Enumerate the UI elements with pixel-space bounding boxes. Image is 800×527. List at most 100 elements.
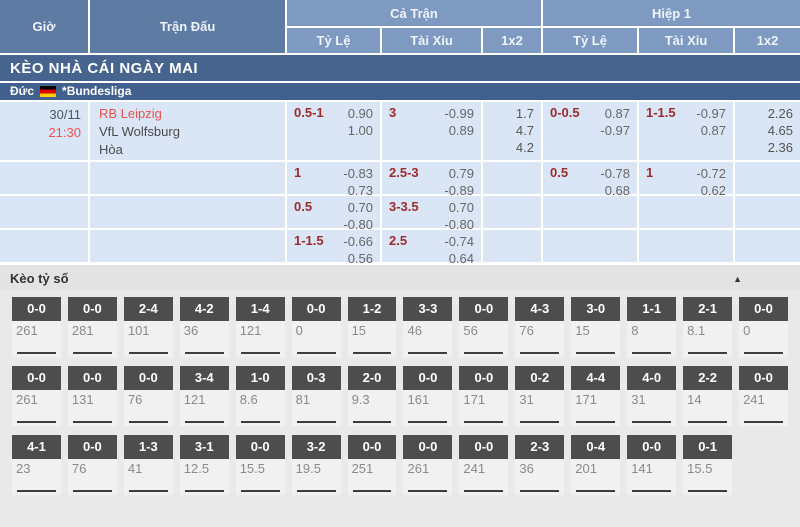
ft-overunder-bet[interactable]: 3 -0.99 0.89 [382,102,481,160]
score-label: 1-4 [235,297,285,321]
germany-flag-icon [40,85,57,97]
ft-overunder-bet[interactable]: 2.5-3 0.79 -0.89 [382,162,481,198]
score-chip[interactable]: 0-0 241 [459,435,509,495]
ft-1x2-bet[interactable]: 1.7 4.7 4.2 [483,102,541,160]
group-header-first-half: Hiệp 1 [543,0,800,26]
score-chip[interactable]: 1-1 8 [627,297,677,357]
h1-handicap-bet[interactable]: 0.5 -0.78 0.68 [543,162,637,198]
ft-handicap-bet[interactable]: 0.5 0.70 -0.80 [287,196,380,232]
ft-1x2-bet[interactable] [483,162,541,194]
score-label: 0-0 [459,366,509,390]
score-chip-body: 76 [123,390,173,426]
score-chip[interactable]: 0-0 141 [627,435,677,495]
h1-overunder-bet[interactable]: 1-1.5 -0.97 0.87 [639,102,733,160]
underline-decoration [72,352,112,354]
score-label: 0-0 [235,435,285,459]
score-chip-body: 8.1 [683,321,733,357]
score-odds: 251 [351,461,374,476]
h1-1x2-bet[interactable]: 2.26 4.65 2.36 [735,102,800,160]
score-chip[interactable]: 0-0 56 [459,297,509,357]
score-label: 0-0 [291,297,341,321]
match-teams-cell: RB Leipzig VfL Wolfsburg Hòa [90,102,285,160]
handicap-odds: -0.78 0.68 [600,166,630,198]
score-label: 2-2 [683,366,733,390]
score-odds: 12.5 [183,461,210,476]
score-chip-body: 23 [12,459,61,495]
score-chip[interactable]: 1-4 121 [235,297,285,357]
score-chip[interactable]: 4-3 76 [515,297,565,357]
score-odds: 171 [575,392,597,407]
league-row[interactable]: Đức *Bundesliga [0,83,800,100]
score-label: 2-3 [515,435,565,459]
score-chip[interactable]: 1-2 15 [347,297,397,357]
score-odds: 281 [71,323,94,338]
underline-decoration [352,352,392,354]
score-label: 0-0 [627,435,677,459]
score-chip[interactable]: 1-0 8.6 [235,366,285,426]
ft-handicap-bet[interactable]: 0.5-1 0.90 1.00 [287,102,380,160]
h1-handicap-bet[interactable]: 0-0.5 0.87 -0.97 [543,102,637,160]
score-chip[interactable]: 0-0 0 [739,297,788,357]
col-header-ft-handicap: Tỷ Lệ [287,28,380,53]
score-chip[interactable]: 2-3 36 [515,435,565,495]
score-chip[interactable]: 1-3 41 [123,435,173,495]
col-header-match: Trận Đấu [90,0,285,53]
score-chip[interactable]: 3-2 19.5 [291,435,341,495]
score-chip[interactable]: 0-2 31 [515,366,565,426]
score-chip[interactable]: 3-0 15 [571,297,621,357]
overunder-odds: -0.72 0.62 [696,166,726,198]
underline-decoration [17,421,56,423]
score-chip[interactable]: 3-3 46 [403,297,453,357]
collapse-triangle-icon[interactable]: ▲ [733,273,742,284]
score-chip[interactable]: 4-4 171 [571,366,621,426]
score-chip[interactable]: 4-0 31 [627,366,677,426]
score-chip[interactable]: 0-0 261 [403,435,453,495]
score-chip[interactable]: 0-0 261 [12,297,61,357]
score-odds: 46 [407,323,422,338]
ft-overunder-bet[interactable]: 3-3.5 0.70 -0.80 [382,196,481,232]
score-label: 4-4 [571,366,621,390]
h1-1x2-bet[interactable] [735,162,800,194]
score-chip[interactable]: 4-2 36 [179,297,229,357]
empty-cell [735,230,800,262]
score-chip[interactable]: 0-4 201 [571,435,621,495]
handicap-line: 0.5 [294,199,313,214]
score-chip[interactable]: 3-4 121 [179,366,229,426]
h1-overunder-bet[interactable]: 1 -0.72 0.62 [639,162,733,198]
empty-cell [0,162,88,194]
score-odds: 36 [183,323,199,338]
score-chip[interactable]: 2-4 101 [123,297,173,357]
score-chip[interactable]: 0-0 241 [739,366,788,426]
overunder-odds: 0.79 -0.89 [444,166,474,198]
score-label: 2-1 [683,297,733,321]
ft-handicap-bet[interactable]: 1 -0.83 0.73 [287,162,380,198]
score-chip-body: 241 [739,390,788,426]
score-chip[interactable]: 0-0 251 [347,435,397,495]
away-team-link[interactable]: VfL Wolfsburg [99,124,180,139]
score-chip[interactable]: 0-0 171 [459,366,509,426]
score-chip[interactable]: 0-3 81 [291,366,341,426]
ft-handicap-bet[interactable]: 1-1.5 -0.66 0.56 [287,230,380,266]
score-chip[interactable]: 2-1 8.1 [683,297,733,357]
score-chip[interactable]: 4-1 23 [12,435,61,495]
underline-decoration [744,421,783,423]
home-team-link[interactable]: RB Leipzig [99,106,162,121]
score-chip[interactable]: 0-0 161 [403,366,453,426]
score-chip[interactable]: 0-0 76 [67,435,117,495]
score-chip[interactable]: 0-0 131 [67,366,117,426]
score-chip[interactable]: 3-1 12.5 [179,435,229,495]
score-chip-body: 251 [347,459,397,495]
score-chip[interactable]: 0-0 0 [291,297,341,357]
score-section-header[interactable]: Kèo tỷ số ▲ [0,265,800,290]
score-chip[interactable]: 0-0 261 [12,366,61,426]
score-label: 0-0 [67,297,117,321]
score-chip[interactable]: 0-0 281 [67,297,117,357]
underline-decoration [632,352,672,354]
score-chip[interactable]: 2-0 9.3 [347,366,397,426]
score-chip[interactable]: 0-0 15.5 [235,435,285,495]
ft-overunder-bet[interactable]: 2.5 -0.74 0.64 [382,230,481,266]
score-chip[interactable]: 0-1 15.5 [683,435,733,495]
score-chip[interactable]: 0-0 76 [123,366,173,426]
empty-cell [639,196,733,228]
score-chip[interactable]: 2-2 14 [683,366,733,426]
